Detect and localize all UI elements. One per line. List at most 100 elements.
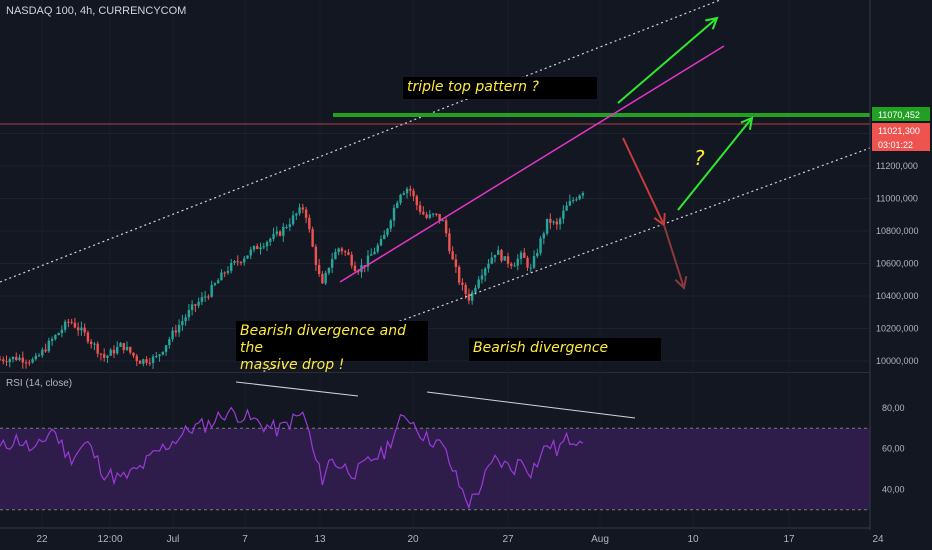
resistance-price-badge-bg: [872, 107, 930, 121]
candle-body: [21, 357, 24, 363]
candle-body: [80, 327, 83, 331]
candle-body: [373, 251, 376, 255]
candle-body: [568, 201, 572, 206]
candle-body: [60, 329, 64, 334]
candle-body: [2, 359, 5, 362]
candle-body: [181, 321, 184, 326]
candle-body: [295, 213, 298, 216]
time-tick-label: Aug: [591, 534, 609, 545]
candle-body: [513, 265, 516, 267]
candle-body: [265, 241, 269, 247]
upper-channel-line: [0, 0, 721, 283]
candle-body: [259, 247, 262, 250]
candle-body: [89, 341, 93, 345]
candle-body: [376, 245, 379, 252]
candle-body: [490, 257, 493, 264]
candle-body: [441, 220, 445, 222]
candle-body: [288, 224, 292, 227]
question-mark-note[interactable]: ?: [694, 146, 705, 170]
candle-body: [330, 259, 334, 268]
candle-body: [558, 218, 562, 225]
bullish-arrow-1-head: [705, 16, 719, 30]
candle-body: [216, 280, 220, 284]
candle-body: [536, 252, 539, 257]
rsi-line: [0, 406, 584, 510]
price-tick-label: 10400,000: [876, 291, 919, 301]
candle-body: [503, 256, 506, 261]
candle-body: [96, 343, 99, 354]
candle-body: [122, 343, 125, 350]
candle-body: [220, 272, 223, 281]
candle-body: [435, 213, 438, 215]
candle-body: [272, 233, 275, 239]
candle-body: [8, 359, 11, 363]
candle-body: [190, 304, 194, 310]
candle-body: [399, 194, 402, 203]
time-tick-label: 24: [872, 534, 884, 545]
bearish-arrow-2-head: [674, 276, 688, 290]
candle-body: [370, 254, 373, 256]
price-tick-label: 10800,000: [876, 226, 919, 236]
candle-body: [532, 256, 536, 268]
pane-separator: [0, 372, 870, 373]
candle-body: [474, 287, 477, 293]
candle-body: [161, 351, 165, 355]
time-tick-label: 27: [502, 534, 514, 545]
candle-body: [132, 352, 135, 356]
candle-body: [285, 226, 288, 228]
candle-body: [386, 228, 389, 235]
candle-body: [415, 196, 419, 206]
candle-body: [526, 257, 529, 268]
candle-body: [207, 296, 210, 298]
candle-body: [44, 349, 47, 352]
candle-body: [282, 226, 285, 236]
candle-body: [31, 359, 34, 363]
price-tick-label: 10000,000: [876, 356, 919, 366]
candle-body: [177, 325, 181, 333]
price-tick-label: 11000,000: [876, 194, 918, 204]
candle-body: [28, 362, 31, 364]
candle-body: [236, 261, 239, 263]
rsi-pane: [0, 381, 870, 511]
candle-body: [317, 264, 321, 274]
candle-body: [422, 211, 425, 215]
candle-body: [343, 251, 347, 253]
candle-body: [164, 345, 168, 352]
candle-body: [321, 273, 324, 284]
candle-body: [168, 339, 171, 346]
candle-body: [581, 193, 585, 196]
bearish-arrow-2-shaft: [663, 224, 685, 289]
candle-body: [37, 355, 41, 357]
candle-body: [519, 252, 523, 259]
candle-body: [464, 284, 467, 294]
candle-body: [311, 229, 314, 247]
bearish-divergence-note-1[interactable]: Bearish divergence and the massive drop …: [236, 321, 428, 373]
current-price-badge: 11021,300: [878, 126, 920, 136]
candle-body: [571, 199, 575, 202]
candle-body: [467, 293, 471, 301]
candle-body: [230, 262, 233, 271]
candle-body: [76, 327, 80, 331]
candle-body: [145, 359, 148, 363]
candle-body: [350, 254, 353, 266]
price-tick-label: 10600,000: [876, 259, 919, 269]
candle-body: [57, 333, 60, 336]
candle-body: [444, 220, 448, 234]
candle-body: [226, 270, 230, 273]
bearish-divergence-note-2[interactable]: Bearish divergence: [469, 338, 661, 361]
candle-body: [510, 263, 513, 266]
resistance-price-badge: 11070,452: [878, 110, 920, 120]
triple-top-note[interactable]: triple top pattern ?: [403, 77, 597, 99]
candle-body: [493, 254, 497, 258]
candle-body: [148, 362, 151, 364]
time-tick-label: Jul: [167, 534, 180, 545]
time-tick-label: 22: [36, 534, 48, 545]
candle-body: [389, 220, 392, 229]
candle-body: [194, 304, 197, 306]
candle-body: [184, 317, 187, 322]
candle-body: [565, 205, 568, 211]
candle-body: [392, 207, 396, 221]
candle-body: [484, 268, 487, 276]
candle-body: [516, 258, 519, 266]
